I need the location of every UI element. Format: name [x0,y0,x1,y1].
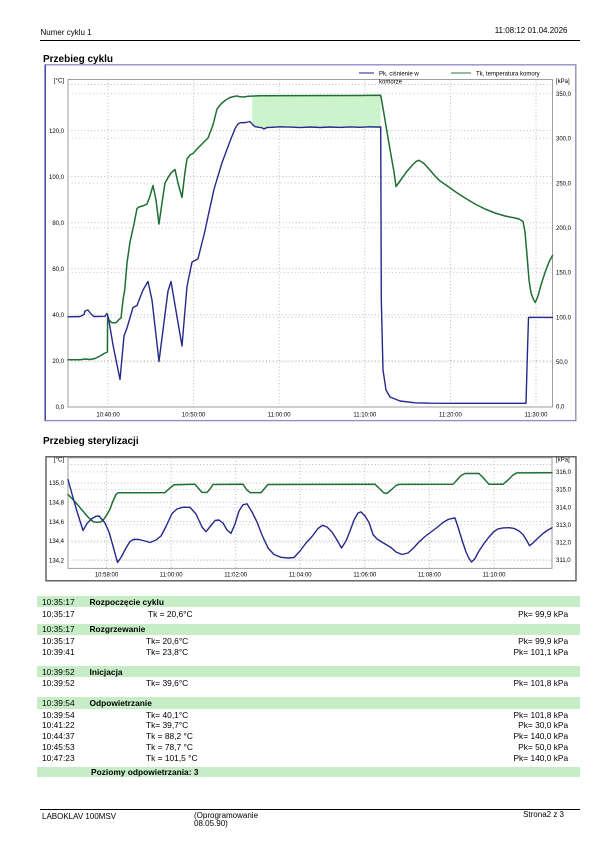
svg-text:315,0: 315,0 [556,488,572,494]
svg-text:11:00:00: 11:00:00 [268,413,292,419]
svg-text:10:50:00: 10:50:00 [182,413,206,419]
svg-text:150,0: 150,0 [556,271,572,277]
svg-text:11:02:00: 11:02:00 [224,573,248,579]
svg-text:[kPa]: [kPa] [556,458,570,464]
svg-text:80,0: 80,0 [52,221,64,227]
svg-text:[kPa]: [kPa] [556,79,570,85]
svg-text:250,0: 250,0 [556,181,572,187]
svg-text:300,0: 300,0 [556,137,572,143]
svg-text:313,0: 313,0 [556,523,572,529]
svg-text:10:40:00: 10:40:00 [96,413,120,419]
svg-text:316,0: 316,0 [556,470,572,476]
svg-text:40,0: 40,0 [52,313,64,319]
svg-text:120,0: 120,0 [49,129,65,135]
svg-text:134,4: 134,4 [49,539,65,545]
svg-text:[°C]: [°C] [54,457,64,463]
svg-text:11:08:00: 11:08:00 [418,573,442,579]
svg-text:50,0: 50,0 [556,360,568,366]
svg-text:60,0: 60,0 [52,267,64,273]
svg-text:11:04:00: 11:04:00 [289,573,313,579]
svg-text:134,2: 134,2 [49,558,65,564]
svg-text:314,0: 314,0 [556,505,572,511]
svg-text:135,0: 135,0 [49,481,65,487]
svg-text:11:10:00: 11:10:00 [353,413,377,419]
svg-text:134,6: 134,6 [49,520,65,526]
svg-text:100,0: 100,0 [49,175,65,181]
svg-text:10:58:00: 10:58:00 [95,573,119,579]
svg-text:11:00:00: 11:00:00 [160,573,184,579]
svg-text:11:06:00: 11:06:00 [353,573,377,579]
svg-text:[°C]: [°C] [54,79,64,85]
svg-text:11:20:00: 11:20:00 [439,413,463,419]
svg-text:Tk, temperatura komory: Tk, temperatura komory [476,72,540,78]
svg-text:20,0: 20,0 [52,359,64,365]
svg-text:0,0: 0,0 [56,405,65,411]
svg-text:350,0: 350,0 [556,92,572,98]
svg-text:134,8: 134,8 [49,501,65,507]
svg-text:Pk, ciśnienie w: Pk, ciśnienie w [379,72,419,78]
svg-text:100,0: 100,0 [556,315,572,321]
svg-text:komorze: komorze [379,80,403,86]
svg-text:312,0: 312,0 [556,541,572,547]
svg-text:0,0: 0,0 [556,405,565,411]
svg-text:311,0: 311,0 [556,558,571,564]
svg-text:11:10:00: 11:10:00 [483,573,507,579]
svg-text:11:30:00: 11:30:00 [525,413,549,419]
svg-text:200,0: 200,0 [556,226,572,232]
